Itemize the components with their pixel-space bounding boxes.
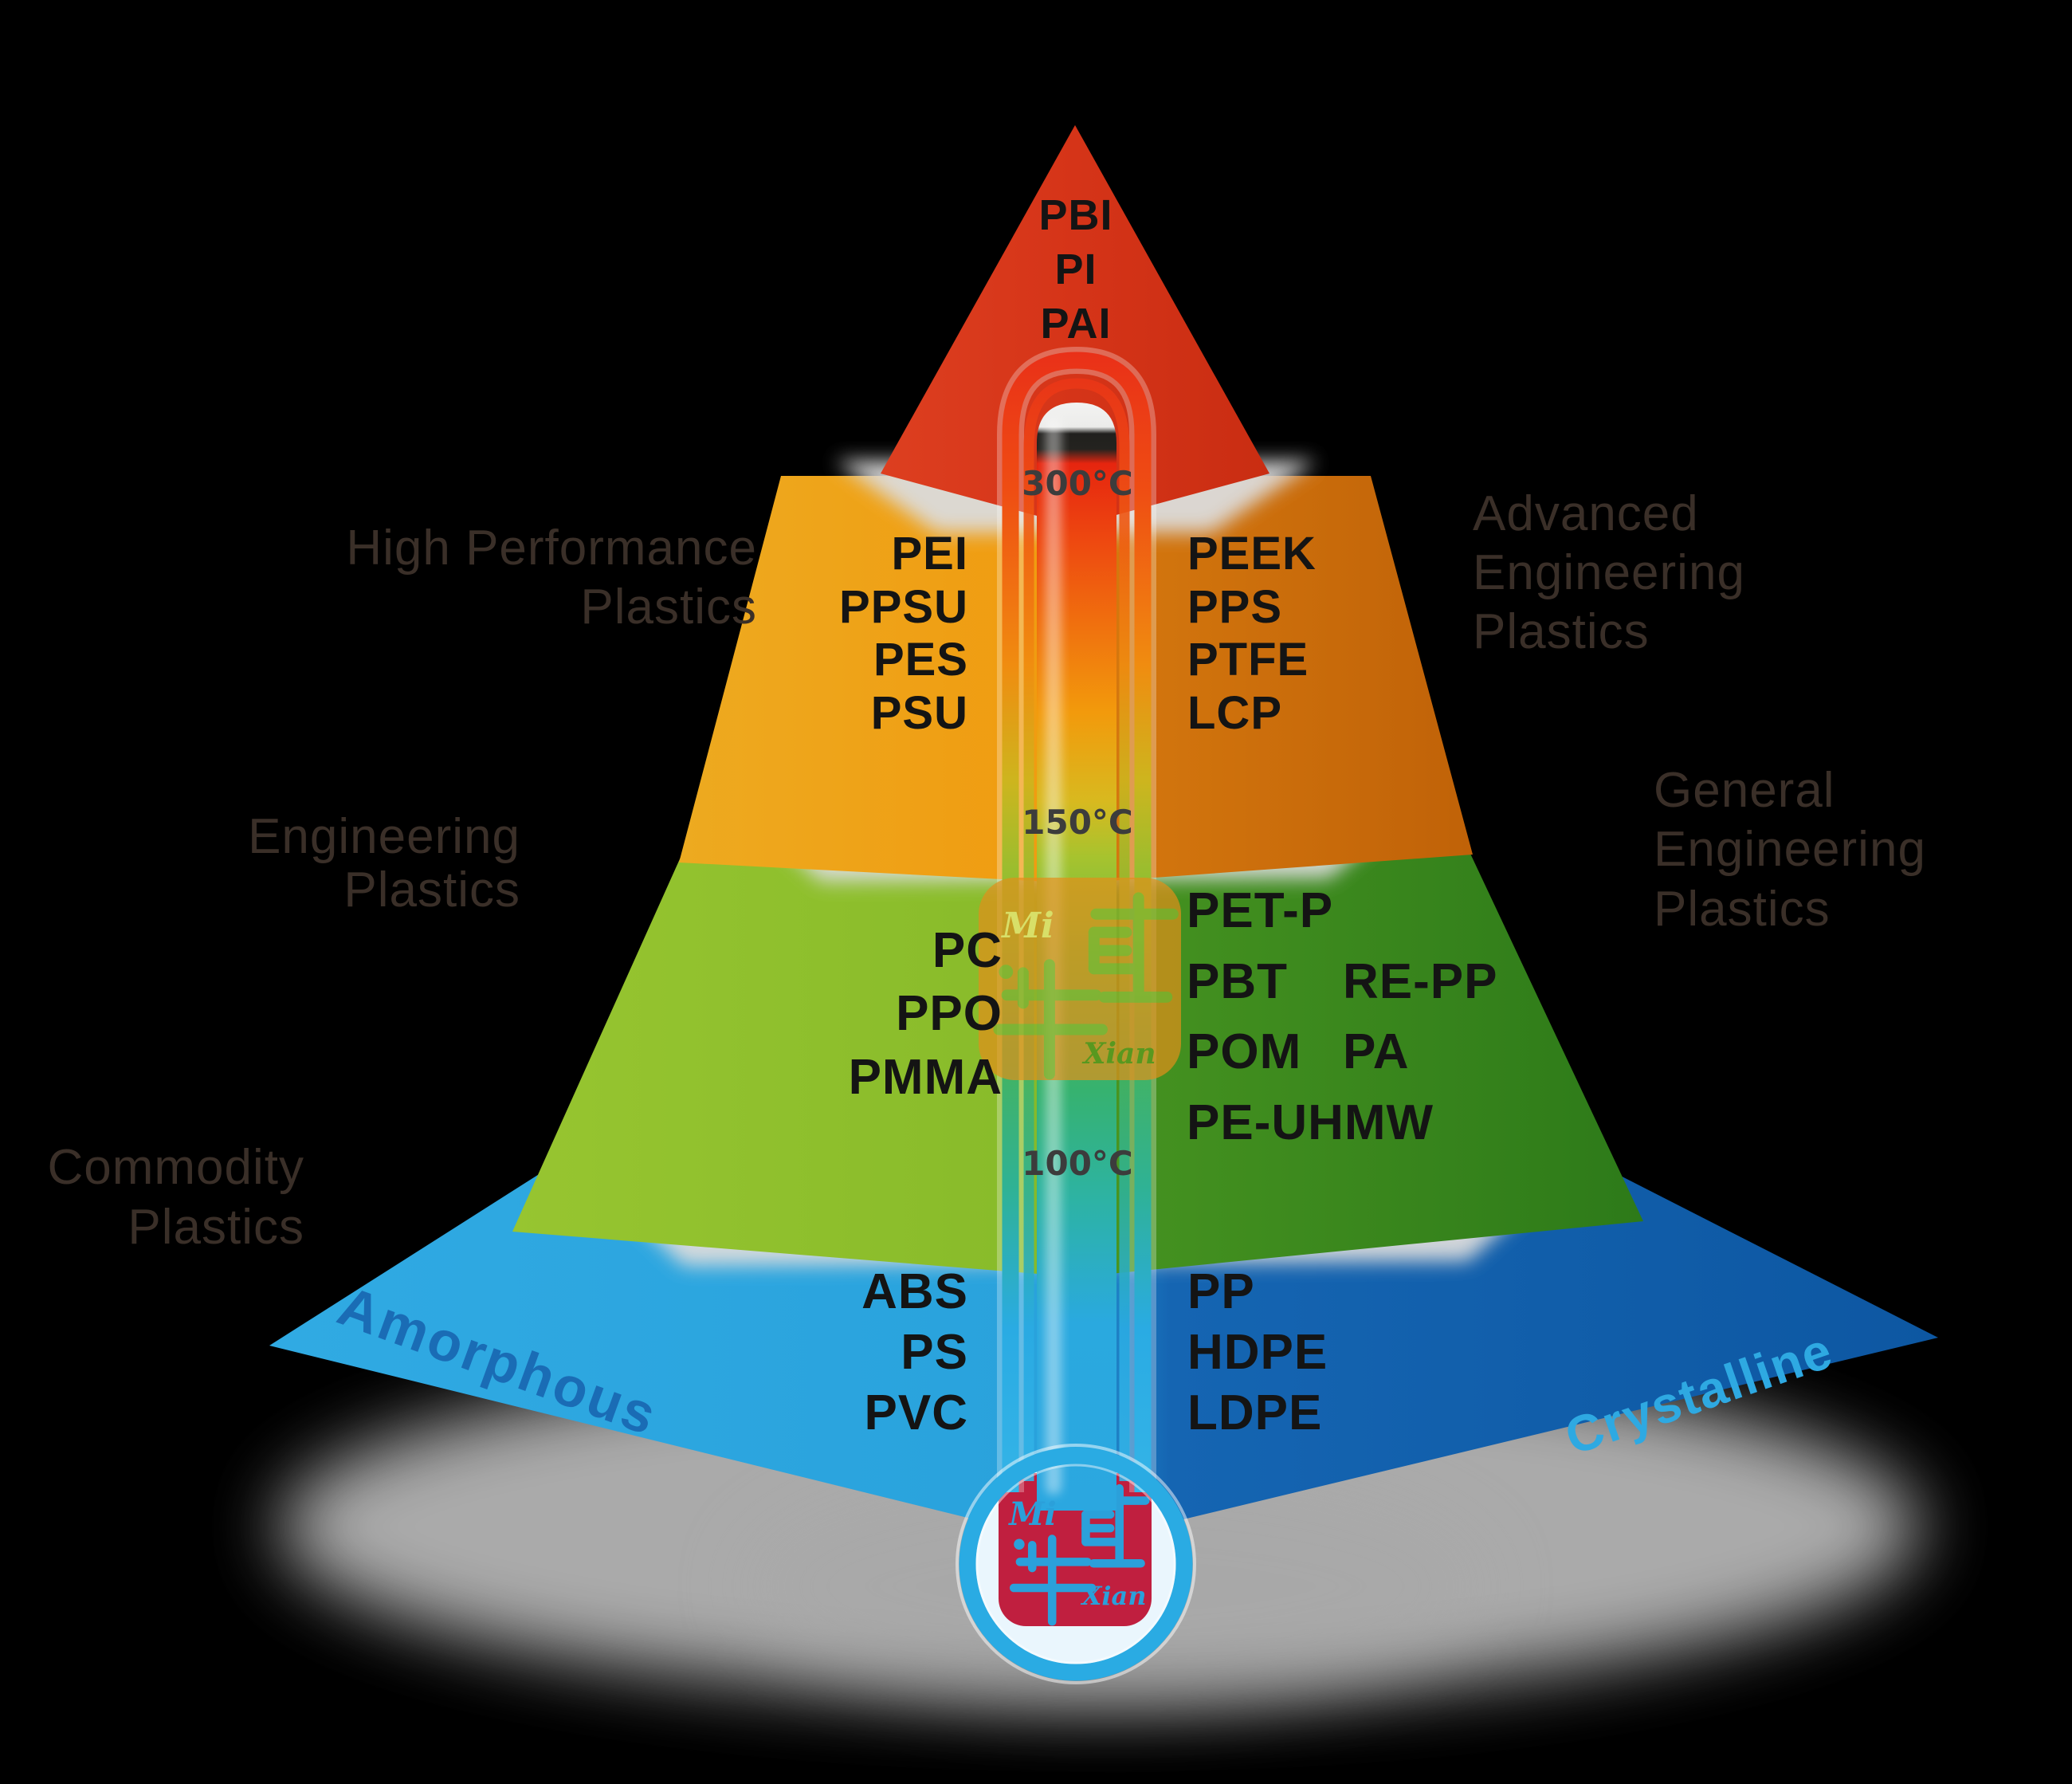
tube-outer-wall xyxy=(1002,352,1152,1492)
label-advanced-engineering-line2: Engineering xyxy=(1473,545,1745,600)
material-pi: PI xyxy=(1054,246,1097,293)
material-pmma: PMMA xyxy=(848,1050,1003,1105)
material-hdpe: HDPE xyxy=(1187,1325,1328,1380)
label-engineering-line1: Engineering xyxy=(248,809,520,864)
material-lcp: LCP xyxy=(1187,687,1282,739)
bulb-ring xyxy=(959,1447,1193,1681)
label-engineering-line2: Plastics xyxy=(343,863,520,918)
bulb-ring-outer-edge xyxy=(956,1444,1196,1684)
material-pa: PA xyxy=(1343,1024,1410,1079)
material-pet-p: PET-P xyxy=(1187,883,1334,938)
material-abs: ABS xyxy=(861,1264,968,1319)
label-high-performance-line1: High Performance xyxy=(346,521,757,576)
material-ldpe: LDPE xyxy=(1187,1385,1323,1440)
tier-apex xyxy=(881,125,1269,526)
thermometer-tick-300c: 300°C xyxy=(1022,464,1133,503)
material-peek: PEEK xyxy=(1187,528,1317,580)
material-re-pp: RE-PP xyxy=(1343,954,1498,1009)
material-pbi: PBI xyxy=(1038,191,1113,239)
bulb-ring-inner-edge xyxy=(975,1464,1176,1664)
material-pei: PEI xyxy=(891,528,968,580)
label-commodity-line1: Commodity xyxy=(47,1140,304,1195)
material-ptfe: PTFE xyxy=(1187,634,1309,686)
bulb-seal xyxy=(999,1473,1152,1626)
material-pes: PES xyxy=(873,634,968,686)
material-ppo: PPO xyxy=(896,986,1003,1041)
label-advanced-engineering-line1: Advanced xyxy=(1473,486,1699,541)
material-pai: PAI xyxy=(1040,300,1112,348)
label-general-engineering-line2: Engineering xyxy=(1654,822,1926,877)
material-pom: POM xyxy=(1187,1024,1302,1079)
tube-inner-wall xyxy=(1023,378,1130,1481)
watermark-green-mi: Mi xyxy=(1002,906,1054,946)
label-commodity-line2: Plastics xyxy=(128,1200,304,1255)
material-ps: PS xyxy=(901,1325,968,1380)
thermometer-tick-150c: 150°C xyxy=(1022,803,1133,842)
material-ppsu: PPSU xyxy=(839,581,968,633)
material-psu: PSU xyxy=(870,687,968,739)
label-advanced-engineering-line3: Plastics xyxy=(1473,604,1650,659)
label-general-engineering-line3: Plastics xyxy=(1654,882,1831,937)
material-pc: PC xyxy=(932,923,1003,978)
material-pe-uhmw: PE-UHMW xyxy=(1187,1095,1434,1150)
bulb-seal-xian: Xian xyxy=(1081,1581,1147,1611)
material-pbt: PBT xyxy=(1187,954,1288,1009)
watermark-seal xyxy=(979,878,1181,1080)
material-pps: PPS xyxy=(1187,581,1283,633)
label-general-engineering-line1: General xyxy=(1654,763,1835,818)
material-pp: PP xyxy=(1187,1264,1255,1319)
label-high-performance-line2: Plastics xyxy=(580,580,757,635)
material-pvc: PVC xyxy=(864,1385,968,1440)
bulb-seal-mi: Mi xyxy=(1009,1495,1057,1533)
thermometer-tick-100c: 100°C xyxy=(1022,1144,1133,1183)
watermark-green-xian: Xian xyxy=(1083,1037,1156,1071)
